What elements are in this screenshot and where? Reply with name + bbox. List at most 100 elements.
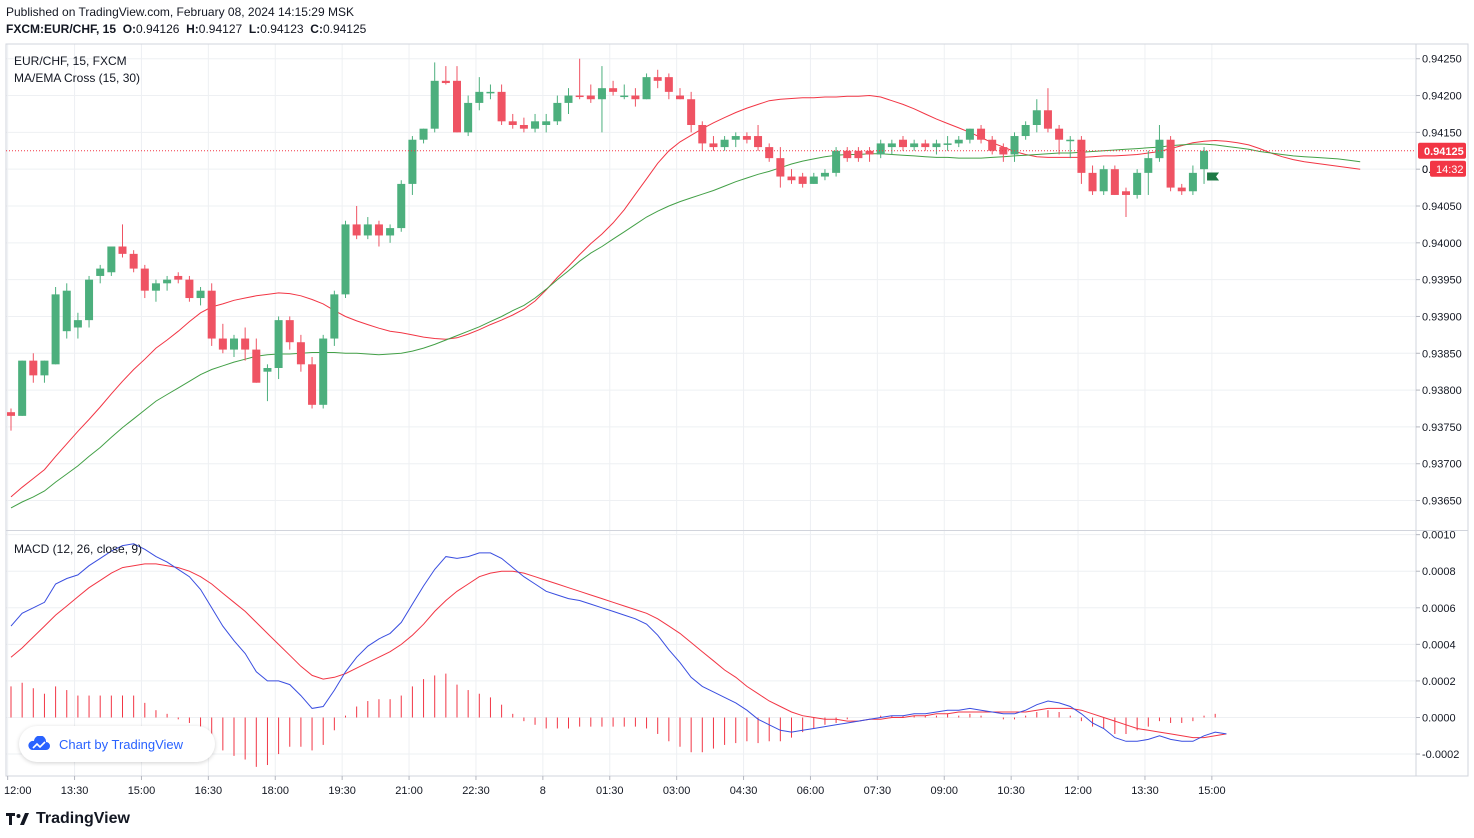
- candle-down: [218, 338, 227, 350]
- time-tick-label: 21:00: [395, 785, 423, 797]
- flag-icon: [1207, 172, 1220, 181]
- candle-up: [965, 128, 974, 140]
- price-badge: [1418, 142, 1466, 159]
- candle-down: [296, 342, 305, 365]
- time-tick-label: 01:30: [596, 785, 624, 797]
- candle-up: [1133, 172, 1142, 195]
- candle-down: [921, 143, 930, 148]
- macd-tick-label: 0.0010: [1422, 530, 1456, 542]
- time-axis[interactable]: 12:00 13:30 15:00 16:30 18:00 19:30 21:00 22:30…: [4, 776, 1226, 797]
- candle-down: [118, 246, 127, 254]
- candle-down: [207, 290, 216, 339]
- time-tick-label: 19:30: [328, 785, 356, 797]
- candle-down: [1055, 128, 1064, 140]
- time-tick-label: 15:00: [128, 785, 156, 797]
- price-tick-label: 0.94150: [1422, 127, 1462, 139]
- chart-by-tradingview-badge[interactable]: Chart by TradingView: [19, 726, 215, 762]
- ema-30-line: [10, 143, 1361, 509]
- candle-up: [1200, 150, 1209, 170]
- time-tick-label: 12:00: [1064, 785, 1092, 797]
- ma-ema-lines: [10, 94, 1361, 509]
- close-value: 0.94125: [322, 22, 367, 36]
- candle-down: [687, 99, 696, 125]
- candle-up: [1010, 136, 1019, 155]
- candle-up: [18, 360, 27, 416]
- candle-up: [330, 294, 339, 339]
- candle-up: [40, 360, 49, 376]
- candle-up: [597, 88, 606, 100]
- candle-down: [1043, 110, 1052, 129]
- time-tick-label: 10:30: [997, 785, 1025, 797]
- price-tick-label: 0.93900: [1422, 311, 1462, 323]
- candle-down: [865, 150, 874, 155]
- candle-up: [274, 320, 283, 368]
- candle-down: [631, 95, 640, 100]
- price-tick-label: 0.93800: [1422, 385, 1462, 397]
- candle-down: [308, 364, 317, 405]
- candle-up: [720, 139, 729, 148]
- candle-up: [363, 224, 372, 236]
- macd-tick-label: -0.0002: [1422, 749, 1459, 761]
- candle-up: [620, 95, 629, 98]
- time-tick-label: 18:00: [261, 785, 289, 797]
- candle-down: [609, 88, 618, 92]
- cloud-chart-icon: [28, 736, 50, 750]
- time-tick-label: 04:30: [730, 785, 758, 797]
- countdown-value: 14:32: [1436, 164, 1464, 176]
- candle-down: [653, 77, 662, 81]
- indicator-legend[interactable]: MA/EMA Cross (15, 30): [14, 71, 140, 85]
- time-tick-label: 07:30: [864, 785, 892, 797]
- candle-up: [542, 121, 551, 125]
- candles: [7, 58, 1209, 431]
- candle-down: [698, 125, 707, 144]
- candle-down: [575, 95, 584, 98]
- macd-axis[interactable]: 0.0010 0.0008 0.0006 0.0004 0.0002 0.0000 -0.0…: [1416, 530, 1459, 761]
- price-axis[interactable]: 0.942500.942000.941500.941000.940500.940…: [1416, 54, 1462, 508]
- candle-down: [129, 253, 138, 269]
- symbol-legend[interactable]: EUR/CHF, 15, FXCM: [14, 54, 127, 68]
- candle-down: [709, 143, 718, 148]
- price-tick-label: 0.94000: [1422, 238, 1462, 250]
- candle-down: [140, 268, 149, 291]
- candle-down: [787, 176, 796, 181]
- macd-plot: [10, 543, 1227, 767]
- price-tick-label: 0.93850: [1422, 348, 1462, 360]
- candle-up: [163, 279, 172, 284]
- candle-down: [742, 136, 751, 140]
- candle-up: [263, 368, 272, 372]
- macd-tick-label: 0.0002: [1422, 676, 1456, 688]
- candle-down: [765, 147, 774, 159]
- candle-up: [642, 77, 651, 100]
- time-tick-label: 8: [540, 785, 546, 797]
- high-value: 0.94127: [198, 22, 243, 36]
- candle-down: [252, 349, 261, 383]
- time-tick-label: 03:00: [663, 785, 691, 797]
- candle-up: [809, 176, 818, 184]
- countdown-badge: [1430, 160, 1466, 177]
- high-label: H:: [186, 22, 199, 36]
- candle-down: [185, 279, 194, 299]
- candle-down: [241, 338, 250, 350]
- ohlc-header: FXCM:EUR/CHF, 15 O:0.94126 H:0.94127 L:0…: [6, 22, 366, 36]
- candle-up: [151, 283, 160, 291]
- open-value: 0.94126: [136, 22, 180, 36]
- candle-down: [1077, 139, 1086, 173]
- candle-up: [1144, 158, 1153, 173]
- time-tick-label: 12:00: [4, 785, 32, 797]
- candle-up: [887, 143, 896, 148]
- candle-up: [1066, 139, 1075, 142]
- candle-down: [676, 95, 684, 100]
- candle-up: [85, 279, 94, 321]
- macd-legend[interactable]: MACD (12, 26, close, 9): [14, 542, 142, 556]
- candle-down: [453, 80, 461, 133]
- candle-up: [531, 121, 540, 129]
- candle-up: [1032, 110, 1041, 125]
- candle-up: [943, 143, 952, 145]
- candle-down: [1177, 187, 1186, 192]
- candle-up: [319, 338, 328, 405]
- candle-up: [820, 172, 829, 177]
- candle-up: [419, 128, 428, 140]
- tradingview-footer[interactable]: TradingView: [6, 810, 130, 828]
- candle-down: [441, 80, 450, 84]
